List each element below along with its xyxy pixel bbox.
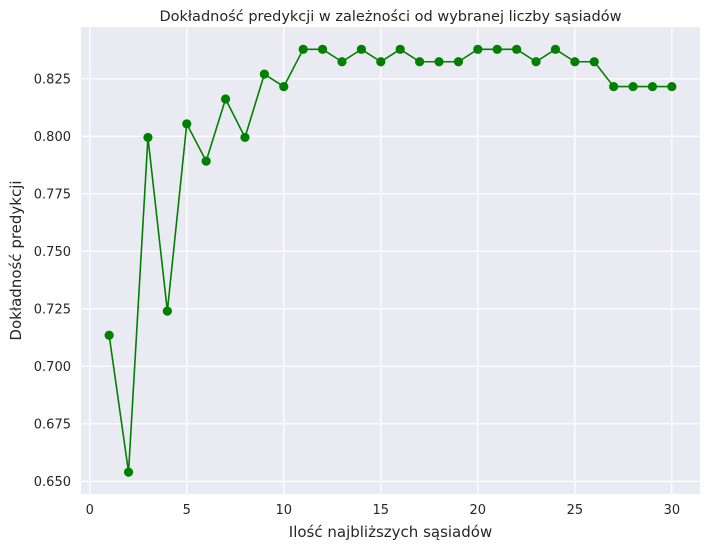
data-point (473, 44, 483, 54)
data-point (279, 81, 289, 92)
x-tick-label: 30 (664, 503, 681, 518)
y-tick-labels: 0.650 0.675 0.700 0.725 0.750 0.775 0.800 0.825 (34, 72, 71, 490)
x-tick-label: 10 (276, 503, 293, 518)
y-tick-label: 0.700 (34, 360, 71, 375)
data-point (220, 94, 231, 104)
data-point (162, 306, 172, 316)
data-point (376, 57, 386, 67)
data-point (240, 132, 250, 143)
data-point (317, 44, 328, 54)
x-tick-label: 0 (86, 503, 94, 518)
data-point (628, 81, 638, 92)
y-tick-label: 0.800 (34, 130, 71, 145)
x-tick-label: 25 (567, 503, 584, 518)
y-tick-label: 0.725 (34, 302, 71, 317)
y-tick-label: 0.775 (34, 187, 71, 202)
x-axis-title: Ilość najbliższych sąsiadów (289, 523, 492, 541)
data-point (415, 57, 425, 67)
data-point (395, 44, 405, 54)
data-point (570, 57, 580, 67)
x-tick-label: 15 (373, 503, 390, 518)
data-point (201, 156, 211, 166)
y-tick-label: 0.650 (34, 475, 71, 490)
data-point (647, 81, 658, 92)
data-point (182, 119, 192, 129)
data-point (356, 44, 366, 54)
y-tick-label: 0.825 (34, 72, 71, 87)
y-tick-label: 0.750 (34, 245, 71, 260)
data-point (104, 330, 114, 340)
data-point (123, 467, 134, 477)
y-tick-label: 0.675 (34, 417, 71, 432)
data-point (589, 57, 599, 67)
data-point (259, 69, 269, 79)
data-point (492, 44, 502, 54)
grid-lines (81, 27, 700, 494)
data-point (609, 81, 619, 92)
chart-title: Dokładność predykcji w zależności od wyb… (160, 9, 622, 25)
x-tick-labels: 0 5 10 15 20 25 30 (86, 503, 681, 518)
data-point (434, 57, 444, 67)
data-point (512, 44, 522, 54)
plot-background (81, 27, 700, 494)
data-point (531, 57, 541, 67)
x-tick-label: 20 (470, 503, 487, 518)
series (104, 44, 677, 477)
y-axis-title: Dokładność predykcji (7, 180, 25, 340)
data-point (143, 132, 153, 143)
x-tick-label: 5 (183, 503, 191, 518)
data-point (453, 57, 464, 67)
data-point (667, 81, 677, 92)
data-point (298, 44, 308, 54)
data-point (337, 57, 347, 67)
data-point (550, 44, 561, 54)
